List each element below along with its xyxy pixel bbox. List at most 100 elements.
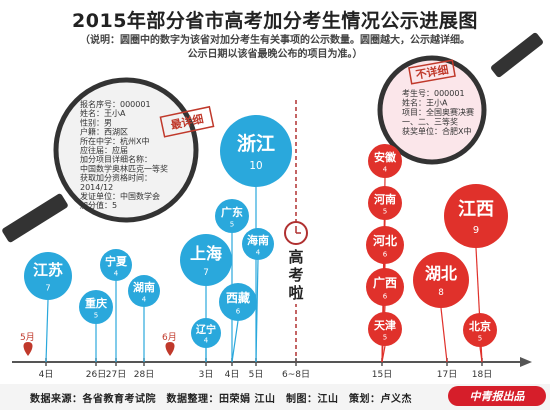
blue-bubble: 江苏 7 <box>24 252 72 300</box>
publicity-count: 6 <box>383 292 388 300</box>
blue-bubble: 西藏 6 <box>219 283 257 321</box>
publicity-count: 4 <box>383 165 388 173</box>
province-name: 河南 <box>374 192 396 206</box>
location-pin-icon <box>23 342 33 356</box>
blue-bubble: 广东5 <box>215 199 249 233</box>
detailed-card-line: 中国数学奥林匹克一等奖 <box>80 163 168 173</box>
brief-card-line: 获奖单位：合肥X中 <box>402 126 471 136</box>
red-bubble: 湖北 8 <box>413 252 469 308</box>
brief-card-line: 姓名：王小A <box>402 98 448 108</box>
brief-card-line: 一、二、三等奖 <box>402 117 458 127</box>
red-bubble: 广西 6 <box>366 268 404 306</box>
month-pin-june: 6月 <box>162 332 177 356</box>
exam-char-3: 啦 <box>288 284 303 302</box>
province-name: 江苏 <box>33 261 63 279</box>
publicity-count: 8 <box>438 288 444 298</box>
publicity-count: 4 <box>256 248 261 256</box>
date-tick-label: 15日 <box>372 369 392 380</box>
red-bubble: 天津5 <box>368 312 402 346</box>
detailed-card-line: 报名序号：000001 <box>80 99 151 109</box>
blue-bubble: 湖南4 <box>128 275 160 307</box>
detailed-card-line: 获取加分资格时间： <box>80 173 152 183</box>
month-may-label: 5月 <box>20 332 35 343</box>
date-tick-label: 6~8日 <box>282 369 310 380</box>
timeline-axis <box>12 357 532 367</box>
detailed-card-line: 加分项目详细名称： <box>80 154 152 164</box>
detailed-card-line: 应往届：应届 <box>80 145 128 155</box>
location-pin-icon <box>165 342 175 356</box>
detailed-card-line: 户籍：西湖区 <box>80 127 128 137</box>
publicity-count: 4 <box>204 337 209 345</box>
axis-arrow-icon <box>520 357 532 367</box>
province-name: 海南 <box>247 233 269 247</box>
publicity-count: 9 <box>473 225 479 236</box>
blue-bubble: 海南4 <box>242 228 274 260</box>
province-name: 西藏 <box>226 290 250 305</box>
province-name: 安徽 <box>374 150 397 164</box>
detailed-card-line: 性别：男 <box>80 117 112 127</box>
province-name: 上海 <box>190 244 222 263</box>
stamp-most-detailed: 最详细 <box>169 112 204 133</box>
blue-bubble: 宁夏4 <box>100 249 132 281</box>
publicity-count: 5 <box>478 334 482 342</box>
stamp-not-detailed: 不详细 <box>415 62 450 82</box>
magnifier-lens-icon <box>377 55 487 165</box>
month-pin-may: 5月 <box>20 332 35 356</box>
magnifier-lens-icon <box>53 77 199 223</box>
detailed-card-line: 所在中学：杭州X中 <box>80 136 149 146</box>
detailed-card-line: 2014/12 <box>80 183 113 192</box>
province-bubbles: 江苏7重庆5宁夏4湖南4上海7辽宁4广东5西藏6海南4浙江10安徽4河南5河北6… <box>24 115 508 348</box>
publicity-count: 6 <box>383 250 388 258</box>
publicity-count: 10 <box>249 160 262 172</box>
exam-char-2: 考 <box>288 266 303 284</box>
province-name: 河北 <box>372 233 397 248</box>
province-name: 辽宁 <box>196 323 216 336</box>
date-tick-label: 18日 <box>472 369 492 380</box>
red-bubble: 安徽4 <box>368 144 402 178</box>
province-name: 宁夏 <box>105 254 128 268</box>
publicity-count: 4 <box>114 269 119 277</box>
brief-example-card: 考生号：000001姓名：王小A项目：全国奥赛决赛一、二、三等奖获奖单位：合肥X… <box>377 32 543 165</box>
date-tick-label: 17日 <box>437 369 457 380</box>
exam-marker: 高 考 啦 <box>284 221 308 304</box>
publicity-count: 4 <box>142 295 147 303</box>
province-name: 广东 <box>221 205 243 219</box>
month-june-label: 6月 <box>162 332 177 343</box>
date-tick-label: 27日 <box>106 369 126 380</box>
footer-credits: 数据来源：各省教育考试院 数据整理：田荣娟 江山 制图：江山 策划：卢义杰 <box>30 394 412 405</box>
detailed-card-line: 发证单位：中国数学会 <box>80 191 160 201</box>
publicity-count: 5 <box>94 311 98 319</box>
exam-char-1: 高 <box>288 248 303 266</box>
red-bubble: 河北 6 <box>366 226 404 264</box>
province-name: 浙江 <box>237 132 275 155</box>
note-line-1: （说明：圆圈中的数字为该省对加分考生有关事项的公示数量。圆圈越大，公示越详细。 <box>80 35 470 46</box>
province-name: 江西 <box>458 199 494 220</box>
brief-card-line: 项目：全国奥赛决赛 <box>402 107 474 117</box>
detailed-card-line: 姓名：王小A <box>80 108 126 118</box>
red-bubble: 江西 9 <box>444 184 508 248</box>
detailed-example-card: 报名序号：000001姓名：王小A性别：男户籍：西湖区所在中学：杭州X中应往届：… <box>2 77 215 243</box>
date-tick-label: 28日 <box>134 369 154 380</box>
publicity-count: 6 <box>236 307 241 315</box>
publicity-count: 5 <box>383 333 387 341</box>
blue-bubble: 辽宁4 <box>191 318 221 348</box>
footer-bar: 数据来源：各省教育考试院 数据整理：田荣娟 江山 制图：江山 策划：卢义杰 中青… <box>0 384 550 410</box>
brand-logo: 中青报出品 <box>448 386 546 406</box>
publicity-count: 7 <box>45 282 50 292</box>
magnifier-handle-left <box>2 193 68 243</box>
province-name: 北京 <box>469 319 491 333</box>
blue-bubble: 重庆5 <box>79 290 113 324</box>
date-tick-label: 4日 <box>225 369 240 380</box>
publicity-count: 7 <box>203 268 209 278</box>
brief-card-line: 考生号：000001 <box>402 88 465 98</box>
red-bubble: 河南5 <box>368 186 402 220</box>
publicity-count: 5 <box>230 220 234 228</box>
date-tick-label: 5日 <box>249 369 264 380</box>
blue-bubble: 浙江 10 <box>220 115 292 187</box>
province-name: 广西 <box>373 275 397 290</box>
page-title: 2015年部分省市高考加分考生情况公示进展图 <box>72 10 478 32</box>
date-tick-label: 26日 <box>86 369 106 380</box>
blue-bubble: 上海 7 <box>180 234 232 286</box>
note-line-2: 公示日期以该省最晚公布的项目为准。） <box>187 49 363 60</box>
date-tick-label: 3日 <box>199 369 214 380</box>
